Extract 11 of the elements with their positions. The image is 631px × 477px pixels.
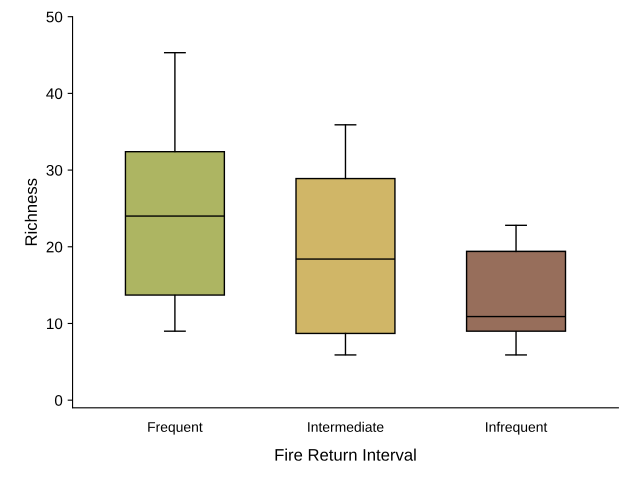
y-tick-label: 0 [54, 395, 62, 406]
x-tick-label: Intermediate [308, 422, 384, 432]
y-tick-label: 50 [46, 12, 62, 22]
y-tick-label: 40 [46, 88, 62, 100]
x-axis-title: Fire Return Interval [276, 448, 416, 461]
y-tick-label: 10 [47, 318, 62, 330]
x-tick-label: Frequent [148, 422, 203, 435]
y-tick-label: 20 [46, 242, 62, 252]
x-tick-label: Infrequent [486, 422, 548, 435]
y-tick-label: 30 [46, 164, 62, 176]
y-axis-title: Richness [24, 178, 37, 246]
